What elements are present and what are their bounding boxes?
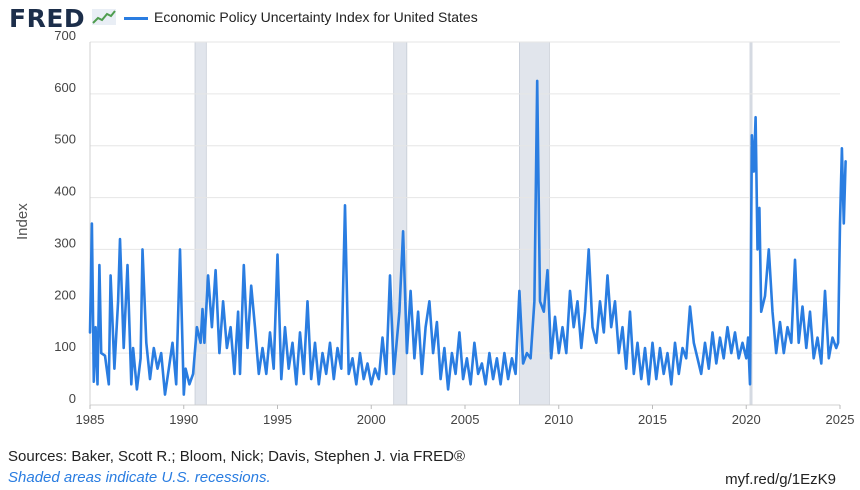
fred-logo[interactable]: FRED (9, 4, 86, 33)
trend-line-icon (92, 9, 116, 25)
y-tick-label: 700 (54, 30, 76, 43)
legend-series-title[interactable]: Economic Policy Uncertainty Index for Un… (154, 9, 478, 25)
footer-recession-note: Shaded areas indicate U.S. recessions. (8, 469, 271, 486)
x-tick-label: 2025 (826, 412, 855, 427)
y-tick-label: 0 (69, 391, 76, 406)
y-tick-label: 600 (54, 80, 76, 95)
footer-short-link[interactable]: myf.red/g/1EzK9 (725, 471, 836, 488)
x-tick-label: 1995 (263, 412, 292, 427)
y-tick-labels: 0 100 200 300 400 500 600 700 (54, 30, 76, 406)
x-tick-label: 2005 (451, 412, 480, 427)
x-tick-label: 2000 (357, 412, 386, 427)
y-tick-label: 400 (54, 184, 76, 199)
y-tick-label: 100 (54, 339, 76, 354)
x-tick-label: 2010 (544, 412, 573, 427)
line-chart: 0 100 200 300 400 500 600 700 1985 1990 1995 2000 2… (54, 30, 855, 427)
y-tick-label: 300 (54, 235, 76, 250)
x-tick-label: 1985 (76, 412, 105, 427)
legend-series-swatch (124, 17, 148, 20)
footer-sources: Sources: Baker, Scott R.; Bloom, Nick; D… (8, 448, 466, 465)
recession-band (194, 41, 207, 406)
y-tick-label: 500 (54, 132, 76, 147)
series-layer (88, 79, 847, 396)
chart-header: FRED Economic Policy Uncertainty Index f… (0, 0, 860, 36)
series-line[interactable] (88, 79, 847, 396)
x-tick-label: 2020 (732, 412, 761, 427)
x-tick-labels: 1985 1990 1995 2000 2005 2010 2015 2020 2025 (76, 405, 855, 427)
y-tick-label: 200 (54, 287, 76, 302)
y-axis-title: Index (14, 203, 31, 240)
x-tick-label: 1990 (169, 412, 198, 427)
x-tick-label: 2015 (638, 412, 667, 427)
